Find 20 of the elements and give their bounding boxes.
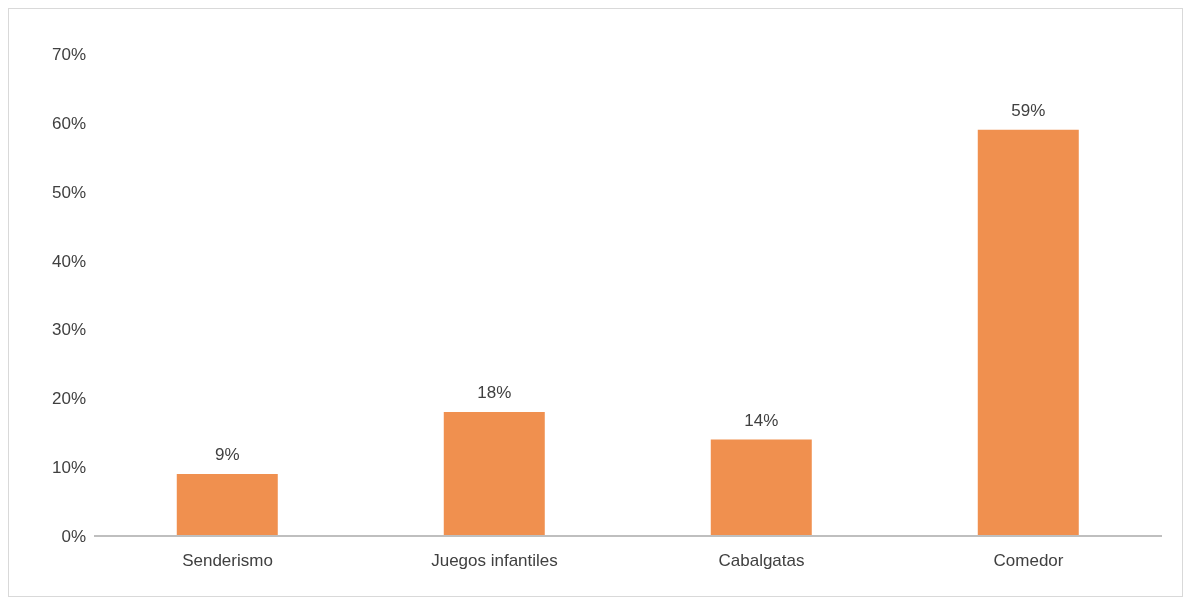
- y-tick-label: 0%: [61, 527, 86, 547]
- y-tick-label: 30%: [51, 320, 86, 340]
- data-label: 59%: [1011, 100, 1046, 120]
- data-label: 14%: [744, 410, 779, 430]
- bar: [710, 439, 812, 536]
- x-tick-label: Juegos infantiles: [431, 551, 558, 571]
- y-tick-label: 50%: [51, 182, 86, 202]
- y-tick-label: 20%: [51, 389, 86, 409]
- y-tick-label: 70%: [51, 45, 86, 65]
- data-label: 9%: [214, 445, 240, 465]
- x-tick-label: Cabalgatas: [718, 551, 805, 571]
- data-label: 18%: [477, 383, 512, 403]
- bar: [443, 412, 545, 536]
- x-tick-label: Comedor: [993, 551, 1064, 571]
- bar: [977, 129, 1079, 536]
- y-tick-label: 60%: [51, 113, 86, 133]
- y-tick-label: 10%: [51, 458, 86, 478]
- x-tick-label: Senderismo: [182, 551, 273, 571]
- y-tick-label: 40%: [51, 251, 86, 271]
- bar: [176, 474, 278, 536]
